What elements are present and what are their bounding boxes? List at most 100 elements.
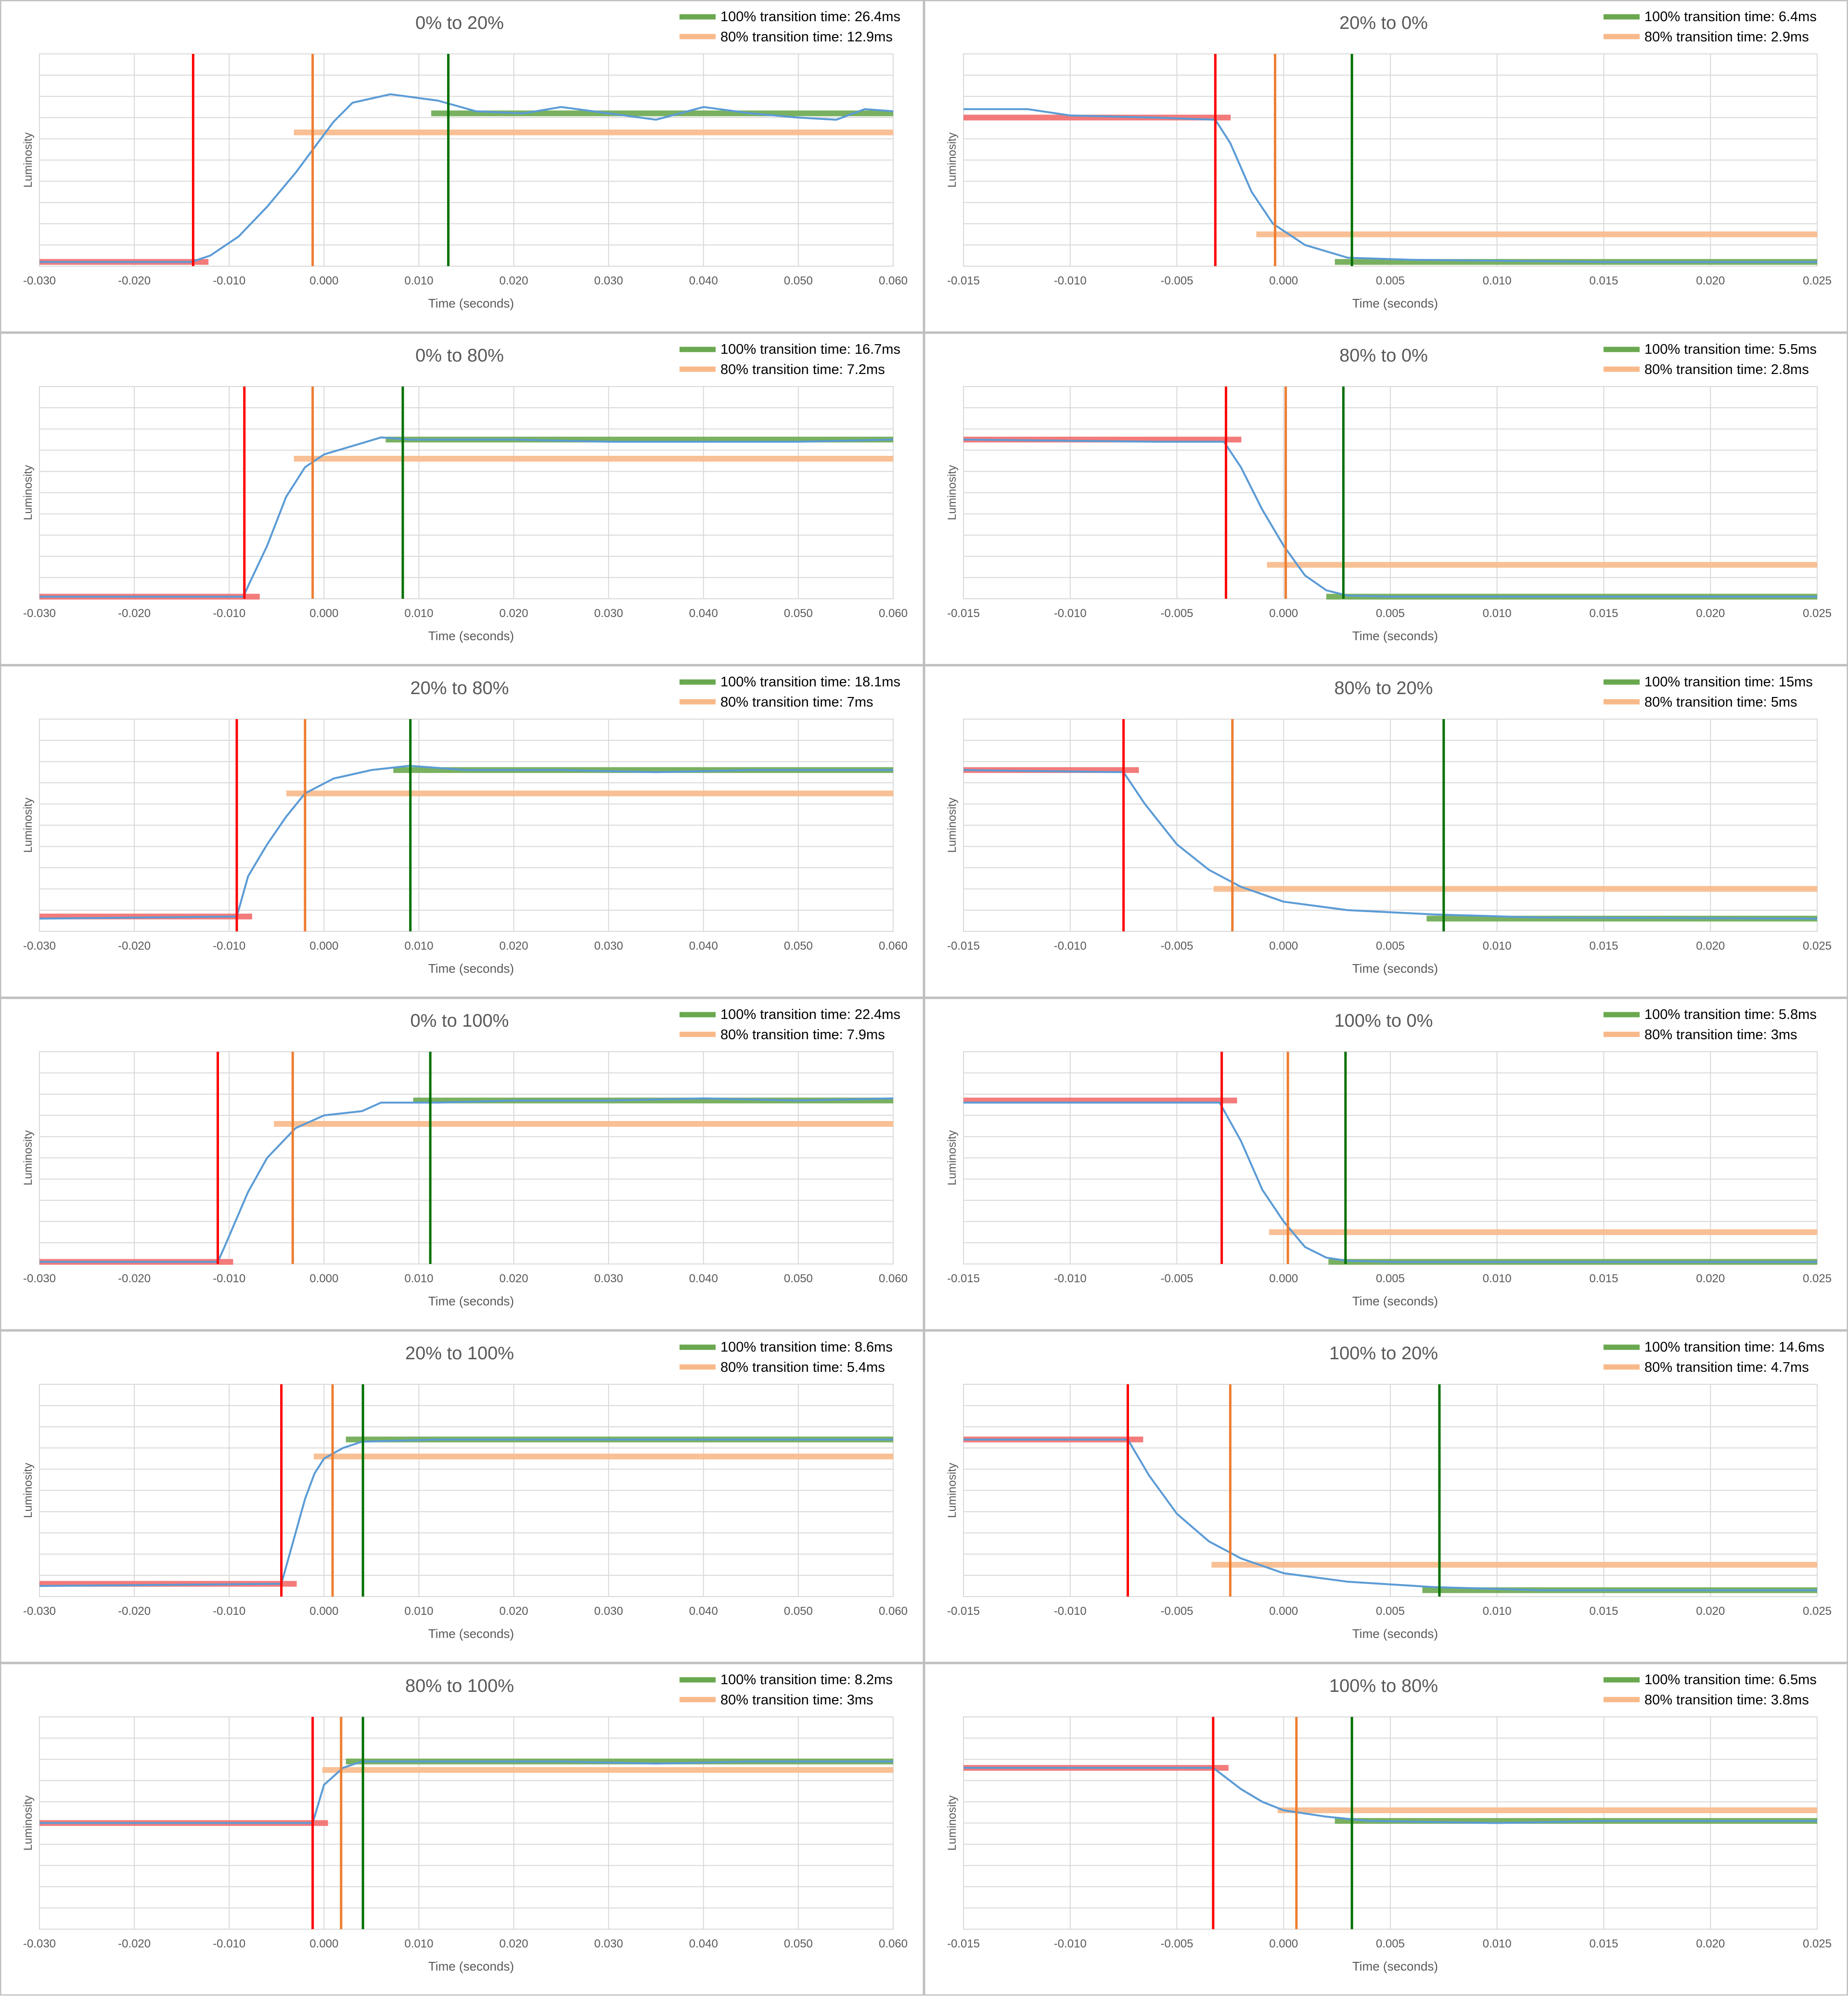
- x-axis-title: Time (seconds): [428, 1959, 514, 1973]
- x-tick-label: 0.000: [309, 1272, 338, 1285]
- panel-border: [924, 998, 1848, 1330]
- chart-svg: -0.030 -0.020 -0.010 0.000 0.010 0.020 0.030 0.…: [0, 1330, 924, 1663]
- x-tick-label: 0.020: [1696, 1272, 1725, 1285]
- legend-label-80: 80% transition time: 12.9ms: [720, 29, 893, 45]
- chart-panel: -0.015 -0.010 -0.005 0.000 0.005 0.010 0.015 0.…: [924, 998, 1848, 1330]
- plot-frame: [963, 719, 1818, 932]
- x-tick-label: 0.060: [879, 274, 908, 287]
- chart-svg: -0.015 -0.010 -0.005 0.000 0.005 0.010 0.015 0.…: [924, 333, 1848, 665]
- x-tick-label: 0.050: [784, 1272, 813, 1285]
- x-axis-title: Time (seconds): [428, 296, 514, 310]
- x-tick-label: -0.010: [213, 1272, 245, 1285]
- legend-label-80: 80% transition time: 3.8ms: [1644, 1692, 1809, 1708]
- x-tick-label: -0.010: [1054, 940, 1087, 953]
- x-tick-label: 0.025: [1803, 274, 1832, 287]
- x-tick-label: -0.005: [1160, 1272, 1193, 1285]
- x-tick-label: 0.005: [1376, 1605, 1405, 1618]
- luminosity-curve: [963, 1766, 1817, 1824]
- chart-title: 0% to 80%: [415, 346, 504, 366]
- y-axis-title: Luminosity: [946, 132, 959, 188]
- x-tick-label: 0.030: [594, 1605, 623, 1618]
- y-axis-title: Luminosity: [946, 465, 959, 520]
- x-tick-label: 0.000: [1269, 940, 1298, 953]
- legend-label-100: 100% transition time: 26.4ms: [720, 9, 900, 25]
- x-tick-label: -0.020: [118, 607, 151, 620]
- legend-label-80: 80% transition time: 5.4ms: [720, 1360, 885, 1375]
- x-tick-label: -0.015: [947, 607, 980, 620]
- x-tick-label: 0.020: [500, 1272, 528, 1285]
- y-axis-title: Luminosity: [946, 798, 959, 853]
- legend-label-80: 80% transition time: 2.9ms: [1644, 29, 1809, 45]
- chart-title: 80% to 20%: [1335, 678, 1433, 698]
- x-tick-label: -0.005: [1160, 1937, 1193, 1950]
- x-axis-title: Time (seconds): [1352, 1294, 1438, 1308]
- chart-panel: -0.030 -0.020 -0.010 0.000 0.010 0.020 0.030 0.…: [0, 0, 924, 333]
- plot-frame: [39, 53, 894, 267]
- panel-border: [0, 0, 924, 333]
- x-tick-label: 0.025: [1803, 940, 1832, 953]
- x-tick-label: 0.020: [500, 940, 528, 953]
- x-tick-label: -0.030: [23, 274, 56, 287]
- x-tick-label: -0.005: [1160, 940, 1193, 953]
- x-tick-label: 0.025: [1803, 1937, 1832, 1950]
- x-axis-title: Time (seconds): [428, 1294, 514, 1308]
- x-tick-label: 0.040: [689, 1272, 718, 1285]
- x-tick-label: -0.015: [947, 940, 980, 953]
- chart-svg: -0.015 -0.010 -0.005 0.000 0.005 0.010 0.015 0.…: [924, 0, 1848, 333]
- x-tick-label: -0.020: [118, 274, 151, 287]
- x-tick-label: 0.010: [1483, 1937, 1512, 1950]
- x-tick-label: 0.030: [594, 1937, 623, 1950]
- panel-border: [924, 1663, 1848, 1996]
- x-tick-label: 0.010: [1483, 1272, 1512, 1285]
- x-tick-label: 0.025: [1803, 607, 1832, 620]
- chart-svg: -0.015 -0.010 -0.005 0.000 0.005 0.010 0.015 0.…: [924, 1330, 1848, 1663]
- luminosity-curve: [39, 436, 894, 598]
- x-tick-label: 0.020: [500, 1605, 528, 1618]
- luminosity-curve: [39, 1097, 894, 1263]
- x-tick-label: -0.030: [23, 940, 56, 953]
- legend-label-100: 100% transition time: 6.5ms: [1644, 1672, 1817, 1688]
- legend-label-100: 100% transition time: 14.6ms: [1644, 1340, 1824, 1355]
- x-tick-label: 0.010: [404, 1605, 433, 1618]
- x-tick-label: 0.040: [689, 274, 718, 287]
- x-tick-label: -0.010: [213, 274, 245, 287]
- x-tick-label: 0.020: [500, 274, 528, 287]
- x-tick-label: 0.010: [404, 607, 433, 620]
- chart-title: 20% to 0%: [1339, 13, 1428, 33]
- luminosity-curve: [39, 93, 894, 263]
- x-tick-label: 0.000: [309, 274, 338, 287]
- panel-border: [0, 998, 924, 1330]
- x-tick-label: 0.060: [879, 607, 908, 620]
- panel-border: [0, 333, 924, 665]
- panel-border: [924, 1330, 1848, 1663]
- legend-label-80: 80% transition time: 3ms: [720, 1692, 873, 1708]
- chart-panel: -0.015 -0.010 -0.005 0.000 0.005 0.010 0.015 0.…: [924, 333, 1848, 665]
- x-tick-label: -0.030: [23, 1605, 56, 1618]
- x-tick-label: 0.010: [1483, 274, 1512, 287]
- panel-border: [0, 1330, 924, 1663]
- x-tick-label: 0.010: [404, 274, 433, 287]
- chart-svg: -0.015 -0.010 -0.005 0.000 0.005 0.010 0.015 0.…: [924, 1663, 1848, 1996]
- x-tick-label: 0.010: [404, 1272, 433, 1285]
- chart-title: 20% to 100%: [405, 1343, 514, 1364]
- x-tick-label: 0.040: [689, 1937, 718, 1950]
- x-tick-label: -0.020: [118, 1937, 151, 1950]
- x-tick-label: 0.020: [1696, 607, 1725, 620]
- chart-title: 100% to 0%: [1335, 1011, 1433, 1031]
- chart-panel: -0.015 -0.010 -0.005 0.000 0.005 0.010 0.015 0.…: [924, 665, 1848, 998]
- legend-label-80: 80% transition time: 3ms: [1644, 1027, 1797, 1043]
- chart-title: 80% to 100%: [405, 1676, 514, 1696]
- x-axis-title: Time (seconds): [428, 961, 514, 976]
- x-tick-label: -0.020: [118, 940, 151, 953]
- y-axis-title: Luminosity: [22, 1130, 35, 1186]
- legend-label-100: 100% transition time: 22.4ms: [720, 1007, 900, 1022]
- x-tick-label: 0.050: [784, 607, 813, 620]
- legend-label-80: 80% transition time: 2.8ms: [1644, 362, 1809, 377]
- x-tick-label: 0.015: [1589, 1937, 1618, 1950]
- x-tick-label: 0.000: [309, 1605, 338, 1618]
- x-tick-label: -0.010: [1054, 1605, 1087, 1618]
- x-tick-label: 0.000: [1269, 607, 1298, 620]
- x-tick-label: -0.010: [213, 940, 245, 953]
- luminosity-curve: [39, 1438, 893, 1587]
